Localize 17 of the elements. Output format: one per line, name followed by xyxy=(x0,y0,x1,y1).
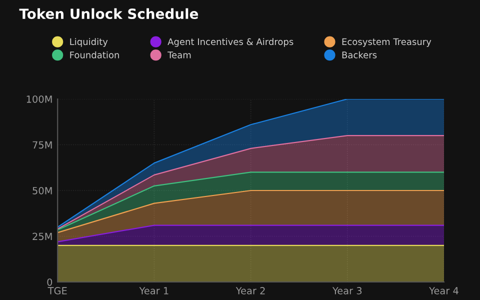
x-tick-label: TGE xyxy=(48,287,67,294)
y-tick-label: 25M xyxy=(32,232,52,240)
y-tick-label: 0 xyxy=(47,278,52,286)
x-tick-label: Year 4 xyxy=(429,287,458,294)
legend-label: Ecosystem Treasury xyxy=(342,38,432,47)
x-tick-label: Year 2 xyxy=(236,287,265,294)
chart-title: Token Unlock Schedule xyxy=(19,8,198,20)
legend-label: Team xyxy=(168,52,191,58)
y-tick-label: 50M xyxy=(32,186,52,194)
x-tick-label: Year 1 xyxy=(139,287,168,294)
y-tick-label: 75M xyxy=(32,141,52,149)
legend-label: Backers xyxy=(342,51,377,58)
legend-label: Foundation xyxy=(70,51,119,58)
legend-label: Liquidity xyxy=(70,38,108,47)
y-tick-label: 100M xyxy=(26,95,52,103)
legend-label: Agent Incentives & Airdrops xyxy=(168,38,294,47)
x-tick-label: Year 3 xyxy=(332,287,362,294)
